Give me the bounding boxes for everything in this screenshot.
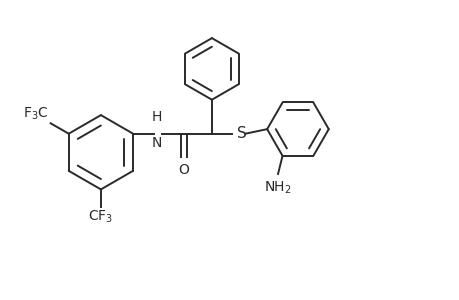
Text: O: O — [178, 163, 189, 177]
Text: H: H — [151, 110, 162, 124]
Text: N: N — [151, 136, 162, 150]
Text: NH$_2$: NH$_2$ — [263, 179, 291, 196]
Text: S: S — [237, 126, 246, 141]
Text: F$_3$C: F$_3$C — [23, 106, 49, 122]
Text: CF$_3$: CF$_3$ — [88, 208, 113, 225]
